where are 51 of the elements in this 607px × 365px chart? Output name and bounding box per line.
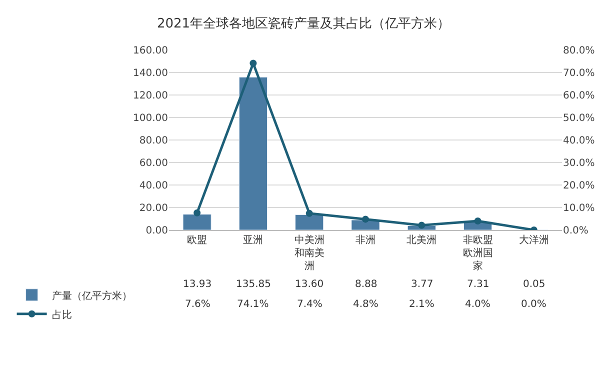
y2-tick-label: 40.0% <box>563 136 595 146</box>
y-tick-label: 80.00 <box>139 136 168 146</box>
y-tick-label: 100.00 <box>133 113 168 124</box>
y-tick-label: 0.00 <box>146 226 168 236</box>
y2-tick-label: 0.0% <box>563 226 588 236</box>
y2-tick-label: 30.0% <box>563 158 595 169</box>
point <box>306 210 313 217</box>
y2-tick-label: 70.0% <box>563 68 595 79</box>
data-label: 135.85 <box>236 279 271 290</box>
data-label: 74.1% <box>237 299 269 310</box>
y2-tick-label: 20.0% <box>563 180 595 192</box>
x-tick-label: 大洋洲 <box>518 234 549 246</box>
data-label: 7.31 <box>467 279 490 290</box>
data-label: 13.93 <box>183 279 212 290</box>
legend-label: 占比 <box>52 308 72 321</box>
y2-tick-label: 50.0% <box>563 113 595 124</box>
point <box>362 216 369 223</box>
y2-tick-label: 60.0% <box>563 90 595 102</box>
point <box>474 218 482 224</box>
data-label: 2.1% <box>409 299 434 310</box>
data-label: 0.0% <box>521 299 546 310</box>
x-tick-label: 非洲 <box>356 234 376 246</box>
y-tick-label: 40.00 <box>139 180 168 192</box>
y-tick-label: 20.00 <box>139 203 168 214</box>
bar <box>182 214 212 230</box>
data-label: 7.6% <box>185 299 210 310</box>
data-label: 8.88 <box>355 279 378 290</box>
y-tick-label: 160.00 <box>133 46 168 56</box>
data-label: 4.8% <box>353 299 378 310</box>
x-tick-label: 亚洲 <box>243 234 264 246</box>
point <box>194 209 201 216</box>
data-label: 4.0% <box>465 299 490 310</box>
x-tick-label: 北美洲 <box>406 234 437 246</box>
x-tick-label: 欧盟 <box>187 234 208 246</box>
point <box>418 222 426 229</box>
bar <box>238 76 268 230</box>
x-tick-label: 非欧盟欧洲国家 <box>462 234 493 272</box>
bar <box>295 214 324 230</box>
data-label: 0.05 <box>523 279 546 290</box>
y2-tick-label: 10.0% <box>563 203 595 214</box>
y-tick-label: 60.00 <box>139 158 168 169</box>
point <box>250 60 257 67</box>
data-label: 7.4% <box>297 299 322 310</box>
y2-tick-label: 80.0% <box>563 46 595 56</box>
x-tick-label: 中美洲和南美洲 <box>294 234 324 272</box>
y-tick-label: 120.00 <box>133 90 168 102</box>
legend-label: 产量（亿平方米） <box>52 290 132 302</box>
data-label: 13.60 <box>295 279 324 290</box>
y-tick-label: 140.00 <box>133 68 168 79</box>
chart-title: 2021年全球各地区瓷砖产量及其占比（亿平方米） <box>156 15 450 32</box>
data-label: 3.77 <box>411 279 434 290</box>
